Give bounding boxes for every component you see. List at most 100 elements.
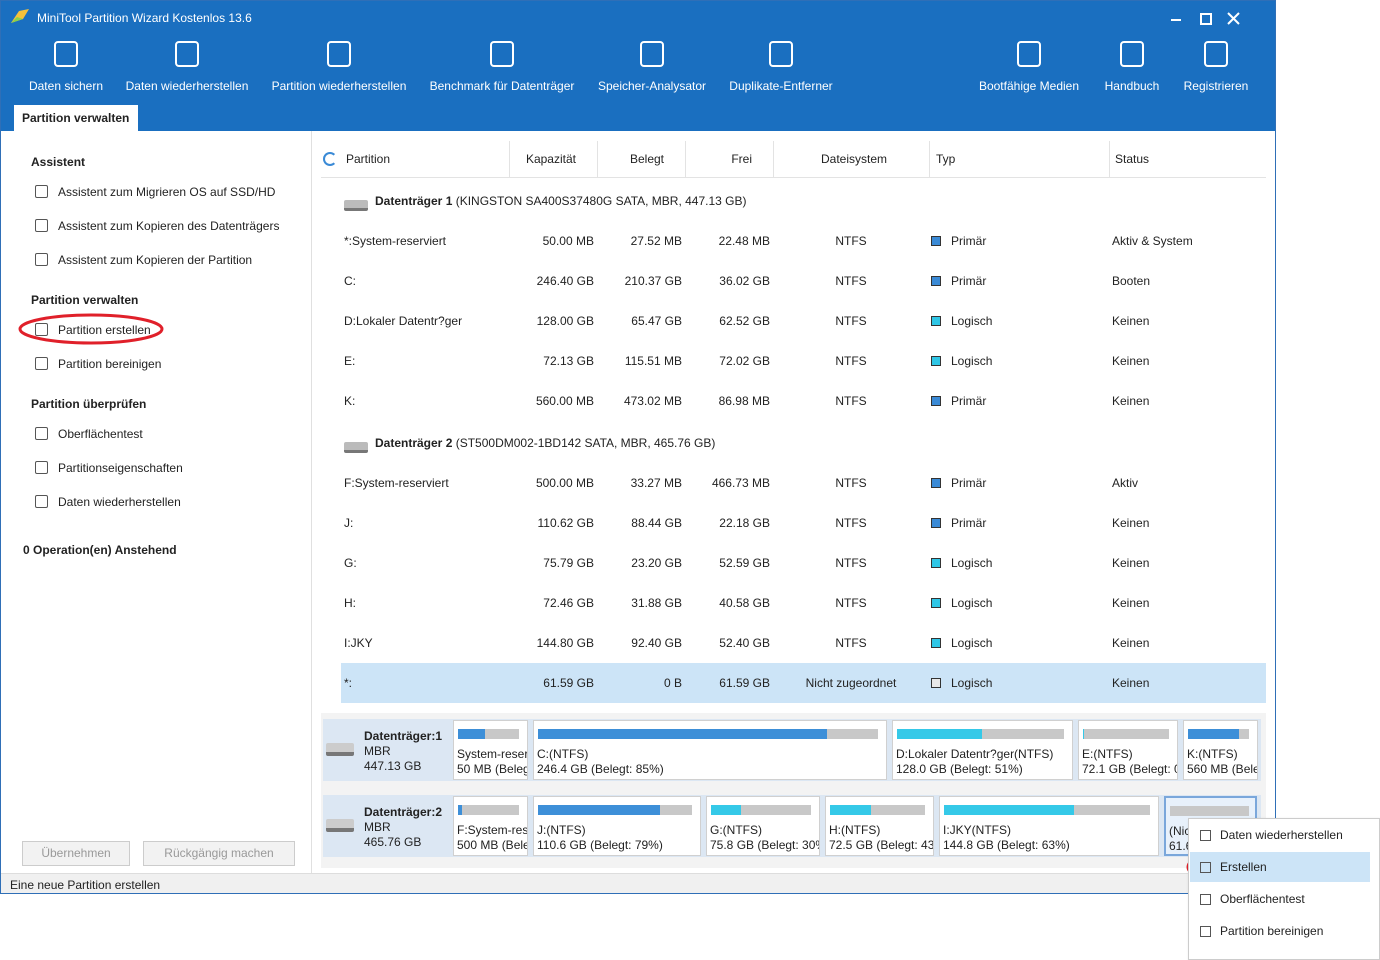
cell-capacity[interactable]: 50.00 MB [542, 234, 594, 248]
toolbar-icon[interactable] [490, 41, 514, 67]
refresh-icon[interactable] [323, 152, 337, 166]
sidebar-item[interactable]: Assistent zum Migrieren OS auf SSD/HD [58, 185, 276, 199]
cell-free[interactable]: 52.59 GB [719, 556, 770, 570]
column-header[interactable]: Belegt [629, 152, 664, 166]
cell-filesystem[interactable]: NTFS [835, 274, 867, 288]
partition-block[interactable]: F:System-res 500 MB (Bele [453, 796, 528, 856]
menu-icon[interactable] [1200, 926, 1211, 937]
sidebar-item[interactable]: Partition erstellen [58, 323, 151, 337]
toolbar-label[interactable]: Daten sichern [28, 79, 104, 93]
column-header[interactable]: Status [1115, 152, 1150, 166]
partition-block[interactable]: System-reser 50 MB (Beleg [453, 720, 528, 780]
cell-status[interactable]: Keinen [1112, 596, 1150, 610]
toolbar-label[interactable]: Registrieren [1183, 79, 1249, 93]
sidebar-item[interactable]: Assistent zum Kopieren der Partition [58, 253, 253, 267]
cell-status[interactable]: Keinen [1112, 394, 1150, 408]
cell-filesystem[interactable]: NTFS [835, 234, 867, 248]
toolbar-icon[interactable] [640, 41, 664, 67]
cell-used[interactable]: 88.44 GB [631, 516, 682, 530]
button[interactable]: Rückgängig machen [143, 841, 295, 866]
toolbar-label[interactable]: Bootfähige Medien [978, 79, 1080, 93]
cell-type[interactable]: Primär [951, 274, 987, 288]
cell-used[interactable]: 23.20 GB [631, 556, 682, 570]
toolbar-icon[interactable] [327, 41, 351, 67]
cell-status[interactable]: Aktiv [1112, 476, 1139, 490]
cell-capacity[interactable]: 75.79 GB [543, 556, 594, 570]
menu-icon[interactable] [1200, 894, 1211, 905]
partition-block[interactable]: E:(NTFS) 72.1 GB (Belegt: 0' [1078, 720, 1178, 780]
column-header[interactable]: Frei [731, 152, 752, 166]
column-header[interactable]: Typ [936, 152, 956, 166]
tab[interactable] [14, 105, 138, 131]
cell-used[interactable]: 92.40 GB [631, 636, 682, 650]
menu-item[interactable]: Daten wiederherstellen [1220, 828, 1343, 842]
button[interactable]: Übernehmen [22, 841, 130, 866]
cell-filesystem[interactable]: NTFS [835, 516, 867, 530]
partition-block[interactable]: D:Lokaler Datentr?ger(NTFS) 128.0 GB (Bel… [892, 720, 1073, 780]
column-header[interactable]: Dateisystem [821, 152, 888, 166]
cell-capacity[interactable]: 560.00 MB [535, 394, 594, 408]
cell-partition[interactable]: I:JKY [344, 636, 373, 650]
cell-used[interactable]: 473.02 MB [623, 394, 682, 408]
sidebar-item[interactable]: Partition bereinigen [58, 357, 162, 371]
cell-free[interactable]: 62.52 GB [719, 314, 770, 328]
partition-block[interactable]: J:(NTFS) 110.6 GB (Belegt: 79%) [533, 796, 701, 856]
cell-capacity[interactable]: 144.80 GB [536, 636, 594, 650]
cell-used[interactable]: 0 B [663, 676, 682, 690]
toolbar-label[interactable]: Speicher-Analysator [597, 79, 707, 93]
cell-partition[interactable]: *:System-reserviert [344, 234, 447, 248]
cell-free[interactable]: 61.59 GB [719, 676, 770, 690]
cell-free[interactable]: 40.58 GB [719, 596, 770, 610]
cell-partition[interactable]: F:System-reserviert [344, 476, 449, 490]
cell-capacity[interactable]: 500.00 MB [535, 476, 594, 490]
window-controls[interactable] [1166, 9, 1271, 29]
cell-partition[interactable]: *: [344, 676, 353, 690]
cell-status[interactable]: Keinen [1112, 636, 1150, 650]
toolbar-label[interactable]: Handbuch [1104, 79, 1160, 93]
tab-label[interactable]: Partition verwalten [22, 111, 130, 125]
cell-free[interactable]: 52.40 GB [719, 636, 770, 650]
menu-item[interactable]: Erstellen [1220, 860, 1267, 874]
toolbar-icon[interactable] [1017, 41, 1041, 67]
partition-block[interactable]: K:(NTFS) 560 MB (Bele [1183, 720, 1258, 780]
sidebar-icon[interactable] [35, 253, 48, 266]
cell-partition[interactable]: C: [344, 274, 356, 288]
sidebar-icon[interactable] [35, 185, 48, 198]
cell-used[interactable]: 31.88 GB [631, 596, 682, 610]
cell-free[interactable]: 22.48 MB [718, 234, 770, 248]
cell-type[interactable]: Primär [951, 394, 987, 408]
cell-filesystem[interactable]: Nicht zugeordnet [805, 676, 897, 690]
sidebar-item[interactable]: Partitionseigenschaften [58, 461, 183, 475]
cell-status[interactable]: Keinen [1112, 354, 1150, 368]
cell-capacity[interactable]: 110.62 GB [537, 516, 594, 530]
cell-capacity[interactable]: 61.59 GB [543, 676, 594, 690]
toolbar-icon[interactable] [1204, 41, 1228, 67]
cell-partition[interactable]: E: [344, 354, 356, 368]
cell-capacity[interactable]: 72.46 GB [543, 596, 594, 610]
cell-free[interactable]: 36.02 GB [719, 274, 770, 288]
partition-block[interactable]: G:(NTFS) 75.8 GB (Belegt: 30% [706, 796, 820, 856]
cell-filesystem[interactable]: NTFS [835, 596, 867, 610]
cell-used[interactable]: 27.52 MB [630, 234, 682, 248]
cell-used[interactable]: 65.47 GB [631, 314, 682, 328]
cell-status[interactable]: Booten [1112, 274, 1151, 288]
toolbar-label[interactable]: Partition wiederherstellen [271, 79, 407, 93]
cell-status[interactable]: Keinen [1112, 314, 1150, 328]
toolbar-label[interactable]: Duplikate-Entferner [729, 79, 833, 93]
menu-item[interactable]: Partition bereinigen [1220, 924, 1324, 938]
cell-partition[interactable]: H: [344, 596, 356, 610]
cell-free[interactable]: 72.02 GB [719, 354, 770, 368]
cell-capacity[interactable]: 128.00 GB [536, 314, 594, 328]
sidebar-icon[interactable] [35, 461, 48, 474]
toolbar-icon[interactable] [175, 41, 199, 67]
cell-partition[interactable]: G: [344, 556, 357, 570]
cell-status[interactable]: Keinen [1112, 556, 1150, 570]
cell-capacity[interactable]: 246.40 GB [536, 274, 594, 288]
cell-type[interactable]: Logisch [951, 314, 993, 328]
cell-type[interactable]: Logisch [951, 636, 993, 650]
sidebar-icon[interactable] [35, 495, 48, 508]
toolbar-icon[interactable] [54, 41, 78, 67]
sidebar-icon[interactable] [35, 427, 48, 440]
cell-filesystem[interactable]: NTFS [835, 314, 867, 328]
cell-free[interactable]: 86.98 MB [718, 394, 770, 408]
